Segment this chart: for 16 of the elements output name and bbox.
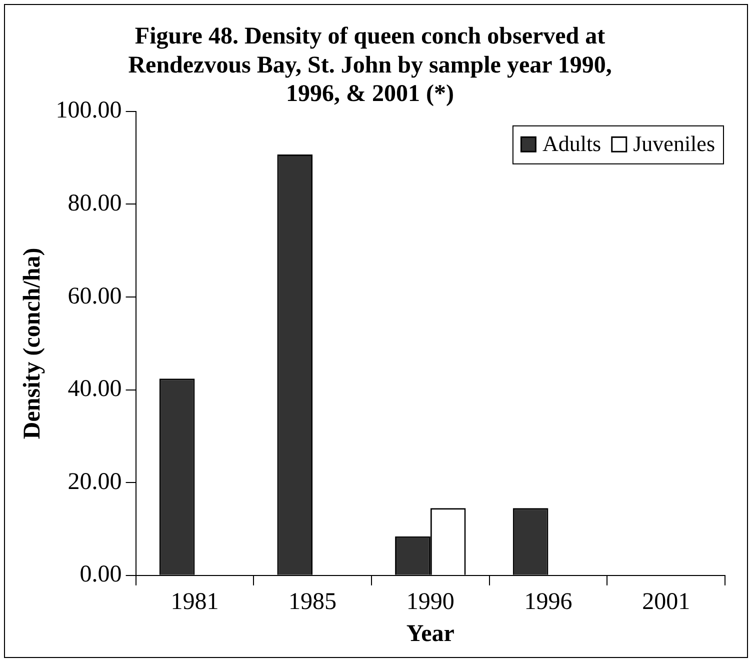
x-tick-label: 2001 (642, 589, 690, 616)
y-tick-label: 100.00 (56, 98, 122, 124)
y-tick-label: 0.00 (80, 562, 122, 588)
y-tick-label: 20.00 (68, 468, 122, 495)
x-tick-label: 1981 (170, 589, 219, 616)
y-axis-title: Density (conch/ha) (20, 248, 46, 440)
y-tick-label: 80.00 (68, 190, 122, 216)
legend-label: Juveniles (633, 131, 716, 156)
chart-title: Figure 48. Density of queen conch observed at Rendezvous Bay, St. John by sample year 1990, 1996, & 2001 (*) (128, 24, 612, 108)
x-tick-label: 1985 (288, 589, 337, 616)
y-tick-label: 60.00 (68, 283, 122, 310)
y-tick-label: 40.00 (68, 376, 122, 402)
x-tick-label: 1990 (406, 589, 454, 616)
x-axis-title: Year (406, 620, 455, 647)
legend-label: Adults (542, 131, 602, 156)
x-tick-label: 1996 (524, 589, 572, 616)
